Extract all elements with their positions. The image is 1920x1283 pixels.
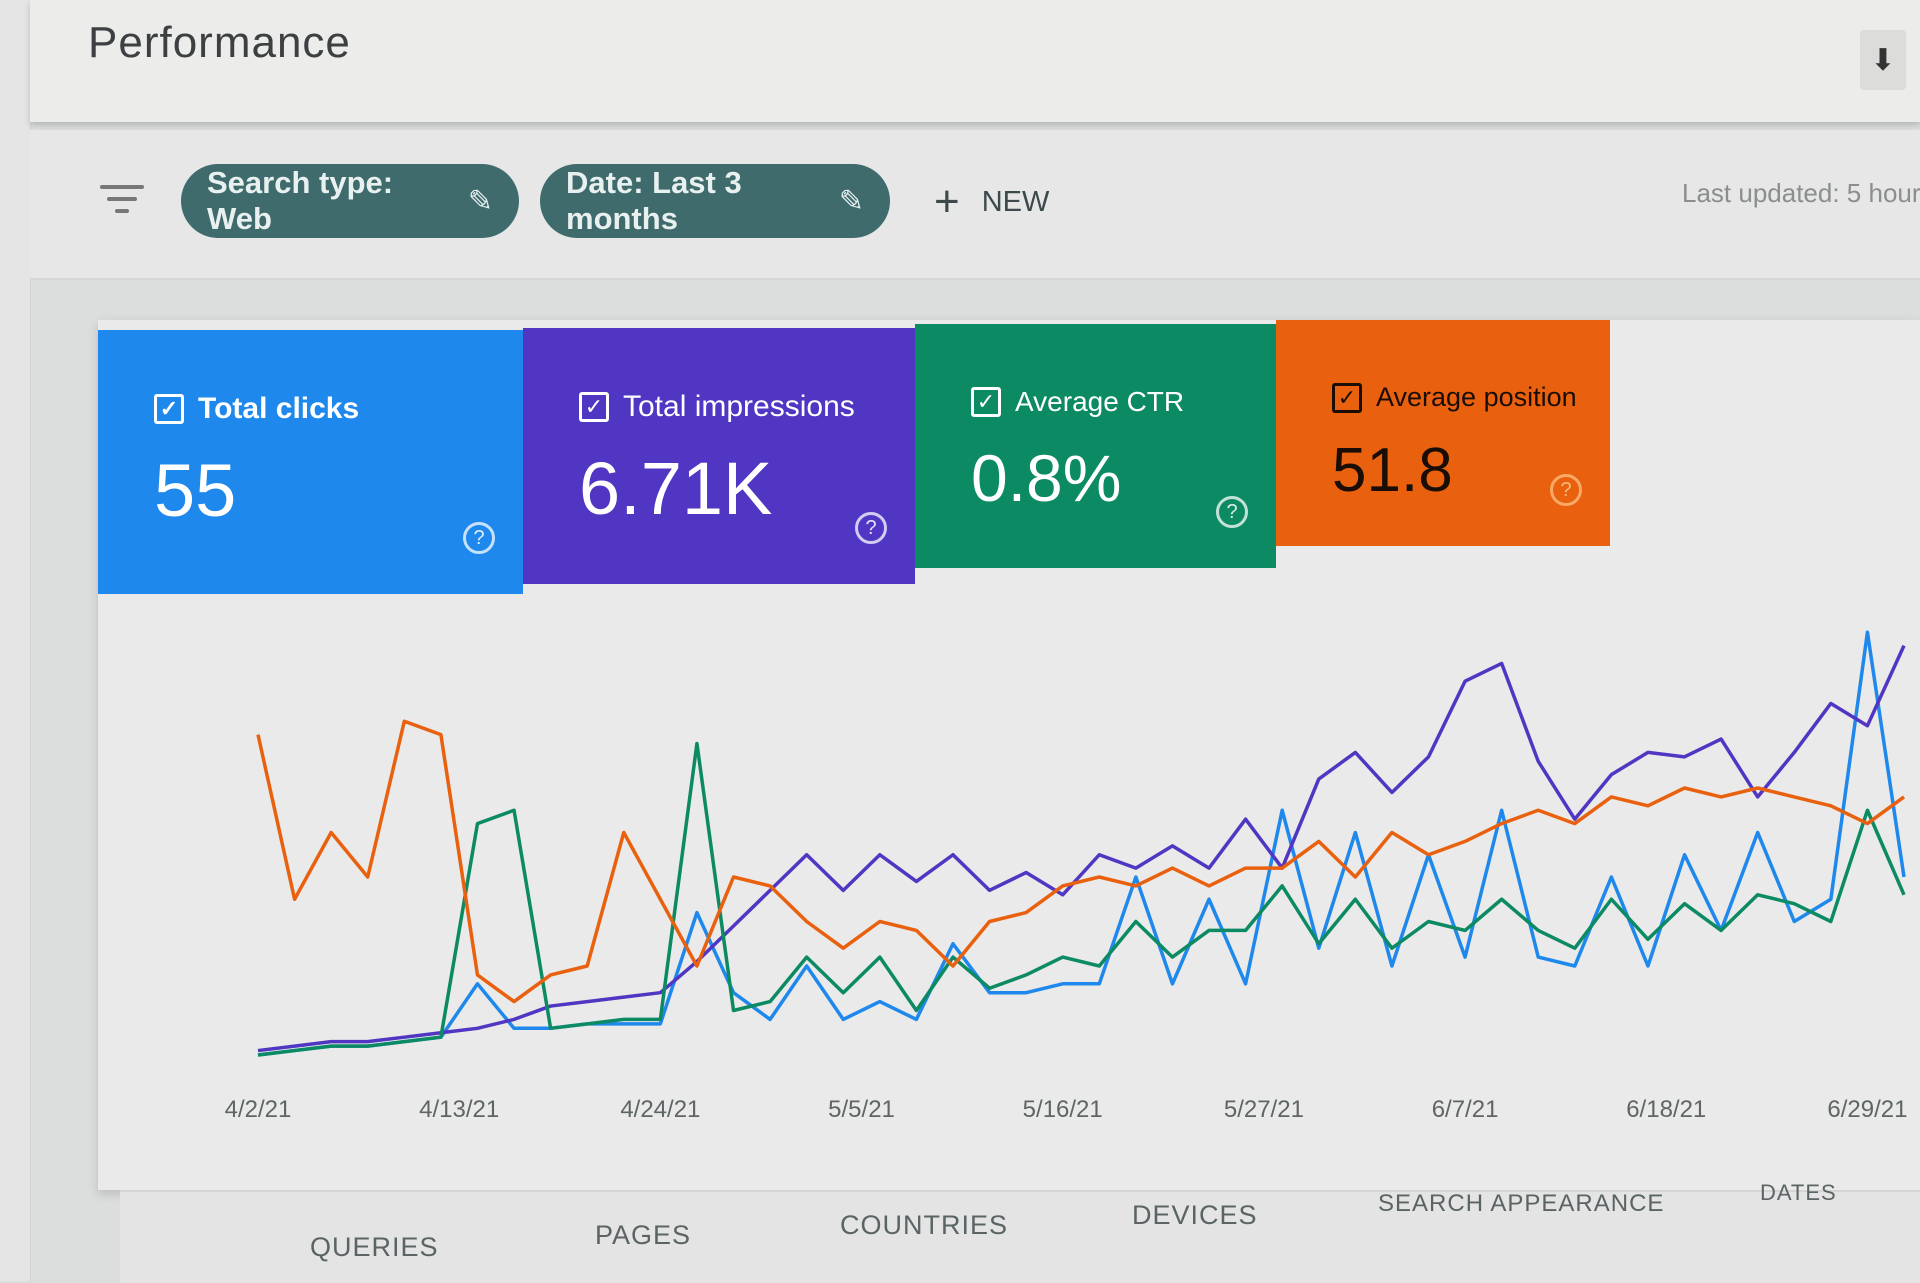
x-tick-label: 4/2/21	[225, 1096, 292, 1123]
left-rail	[0, 0, 31, 1281]
metric-label: Average CTR	[1015, 386, 1185, 417]
metric-label: Average position	[1376, 382, 1577, 412]
series-line-average-ctr	[257, 741, 1906, 1057]
checkbox-icon[interactable]: ✓	[579, 392, 609, 422]
metric-value: 6.71K	[579, 447, 773, 530]
tab-pages[interactable]: PAGES	[595, 1220, 692, 1250]
filter-icon[interactable]	[100, 185, 144, 221]
performance-chart: 4/2/21 4/13/21 4/24/21 5/5/21 5/16/21 5/27/21…	[225, 630, 1907, 1123]
filter-bar: Search type: Web ✎ Date: Last 3 months ✎…	[30, 130, 1920, 280]
search-type-chip[interactable]: Search type: Web ✎	[181, 164, 519, 238]
tab-dates[interactable]: DATES	[1760, 1180, 1837, 1205]
tab-devices[interactable]: DEVICES	[1132, 1200, 1258, 1230]
x-tick-label: 6/18/21	[1626, 1096, 1706, 1123]
metric-value: 51.8	[1332, 436, 1453, 505]
header: Performance ⬇	[30, 0, 1920, 122]
metric-value: 55	[154, 449, 237, 532]
x-tick-label: 4/24/21	[620, 1096, 700, 1123]
metric-label: Total clicks	[198, 392, 360, 425]
download-icon: ⬇	[1870, 43, 1896, 77]
checkbox-icon[interactable]: ✓	[1332, 382, 1362, 413]
date-chip[interactable]: Date: Last 3 months ✎	[540, 164, 890, 238]
last-updated: Last updated: 5 hour	[1682, 178, 1920, 208]
tab-search-appearance[interactable]: SEARCH APPEARANCE	[1378, 1190, 1665, 1217]
series-line-total-clicks	[257, 630, 1906, 1057]
plus-icon: +	[934, 177, 960, 226]
x-tick-label: 5/5/21	[828, 1096, 895, 1123]
x-tick-label: 6/7/21	[1432, 1096, 1499, 1123]
checkbox-icon[interactable]: ✓	[971, 387, 1001, 417]
metric-card-average-ctr[interactable]: ✓ Average CTR 0.8% ?	[915, 324, 1276, 568]
metric-card-total-impressions[interactable]: ✓ Total impressions 6.71K ?	[523, 328, 915, 584]
chip-label: Date: Last 3 months	[566, 165, 742, 236]
series-line-average-position	[256, 719, 1906, 1004]
metric-value: 0.8%	[971, 441, 1122, 515]
pencil-icon: ✎	[838, 184, 864, 218]
tab-countries[interactable]: COUNTRIES	[840, 1210, 1009, 1240]
metric-card-total-clicks[interactable]: ✓ Total clicks 55 ?	[98, 330, 523, 594]
x-tick-label: 5/27/21	[1224, 1096, 1304, 1123]
new-filter-button[interactable]: + NEW	[934, 172, 1049, 232]
x-tick-label: 4/13/21	[419, 1096, 499, 1123]
series-line-total-impressions	[257, 644, 1906, 1053]
help-icon[interactable]: ?	[855, 512, 887, 544]
help-icon[interactable]: ?	[463, 522, 495, 554]
tab-queries[interactable]: QUERIES	[310, 1232, 439, 1262]
download-button[interactable]: ⬇	[1860, 30, 1906, 90]
x-tick-label: 5/16/21	[1023, 1096, 1103, 1123]
metric-card-average-position[interactable]: ✓ Average position 51.8 ?	[1276, 320, 1610, 546]
metric-label: Total impressions	[623, 390, 855, 423]
new-label: NEW	[981, 185, 1050, 218]
chip-label: Search type: Web	[207, 165, 394, 236]
page-title: Performance	[88, 18, 351, 67]
checkbox-icon[interactable]: ✓	[154, 394, 184, 424]
help-icon[interactable]: ?	[1550, 474, 1582, 506]
help-icon[interactable]: ?	[1216, 496, 1248, 528]
pencil-icon: ✎	[467, 184, 493, 218]
dimension-tabs: QUERIES PAGES COUNTRIES DEVICES SEARCH A…	[120, 1180, 1920, 1283]
x-tick-label: 6/29/21	[1827, 1096, 1907, 1123]
